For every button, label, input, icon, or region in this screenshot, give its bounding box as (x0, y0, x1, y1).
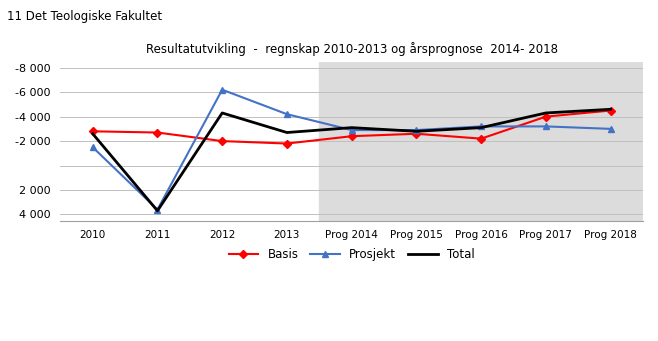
Basis (218, 139, 226, 143)
Title: Resultatutvikling  -  regnskap 2010-2013 og årsprognose  2014- 2018: Resultatutvikling - regnskap 2010-2013 o… (145, 42, 558, 56)
Total (413, 129, 420, 133)
Basis (413, 132, 420, 136)
Total (347, 125, 355, 130)
Prosjekt (607, 127, 615, 131)
Prosjekt (89, 145, 97, 149)
Bar (319, 62, 643, 221)
Prosjekt (347, 128, 355, 132)
Basis (477, 137, 485, 141)
Legend: Basis, Prosjekt, Total: Basis, Prosjekt, Total (224, 243, 480, 266)
Basis (607, 108, 615, 113)
Basis (153, 131, 161, 135)
Prosjekt (542, 124, 550, 129)
Basis (347, 134, 355, 138)
Total (89, 132, 97, 136)
Prosjekt (477, 124, 485, 129)
Total (542, 111, 550, 115)
Basis (283, 142, 291, 146)
Total (607, 107, 615, 111)
Line: Basis: Basis (90, 108, 613, 146)
Line: Total: Total (93, 109, 611, 211)
Prosjekt (218, 88, 226, 92)
Prosjekt (413, 128, 420, 132)
Line: Prosjekt: Prosjekt (89, 86, 614, 213)
Prosjekt (283, 112, 291, 116)
Total (283, 131, 291, 135)
Basis (89, 129, 97, 133)
Text: 11 Det Teologiske Fakultet: 11 Det Teologiske Fakultet (7, 10, 162, 23)
Prosjekt (153, 208, 161, 212)
Total (153, 209, 161, 213)
Total (218, 111, 226, 115)
Total (477, 125, 485, 130)
Basis (542, 115, 550, 119)
